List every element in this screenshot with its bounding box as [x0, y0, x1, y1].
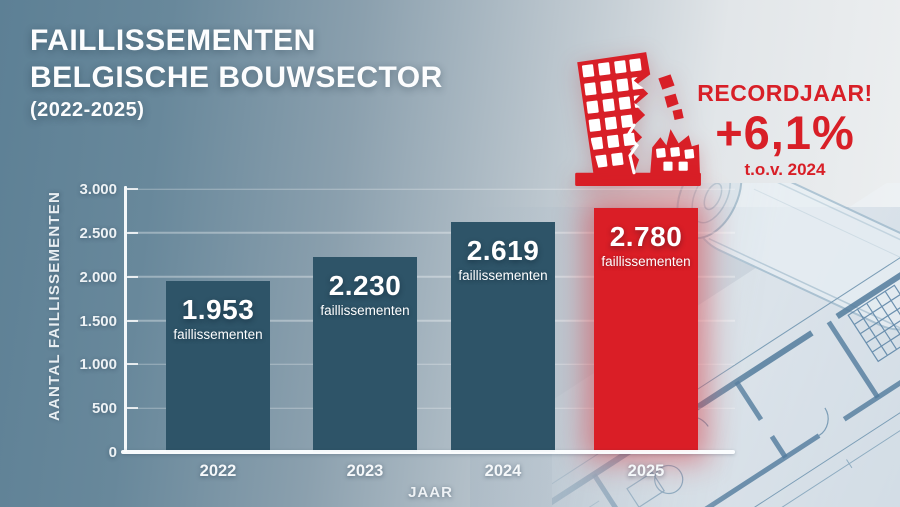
- y-tick-label: 500: [91, 400, 117, 418]
- bar-value-label: 1.953: [181, 293, 255, 325]
- gridline: [128, 407, 735, 409]
- y-tick-label: 3.000: [79, 181, 117, 198]
- x-tick-2024: 2024: [484, 462, 522, 480]
- x-tick-2022: 2022: [199, 462, 237, 480]
- axis-tick: [127, 363, 138, 366]
- axis-tick: [127, 275, 138, 278]
- bar-2022: 1.953 faillissementen: [166, 280, 270, 452]
- y-tick-label: 0: [108, 444, 117, 461]
- axis-tick: [127, 231, 138, 234]
- x-tick-2025: 2025: [627, 462, 665, 480]
- callout-percentage: +6,1%: [715, 106, 855, 159]
- page-title: FAILLISSEMENTEN BELGISCHE BOUWSECTOR (20…: [30, 22, 443, 122]
- collapsing-building-icon: [575, 52, 701, 186]
- gridline: [128, 363, 735, 366]
- plot-area: 1.953 faillissementen 2022 2.230 faillis…: [127, 188, 735, 480]
- y-axis-line: [124, 186, 127, 452]
- callout-heading: RECORDJAAR!: [697, 80, 873, 106]
- axis-tick: [127, 407, 138, 410]
- axis-tick: [127, 188, 138, 190]
- axis-tick: [127, 319, 138, 322]
- bar-sublabel: faillissementen: [173, 326, 263, 342]
- bar-group-2022: 1.953 faillissementen 2022: [166, 189, 270, 480]
- bar-value-label: 2.230: [328, 269, 402, 301]
- bar-2024: 2.619 faillissementen: [451, 222, 555, 452]
- gridline: [128, 319, 735, 322]
- y-tick-label: 2.000: [79, 268, 117, 286]
- bar-group-2025: 2.780 faillissementen 2025: [594, 189, 698, 480]
- blueprint-image: [552, 183, 900, 507]
- bar-2025-highlighted: 2.780 faillissementen: [594, 208, 698, 452]
- gridline: [128, 232, 735, 234]
- bar-value-label: 2.619: [466, 235, 540, 267]
- crack-detail: [626, 123, 639, 175]
- bar-sublabel: faillissementen: [320, 302, 410, 318]
- y-tick-label: 1.500: [79, 312, 117, 330]
- gridline: [128, 188, 735, 190]
- record-callout: RECORDJAAR! +6,1% t.o.v. 2024: [693, 80, 877, 180]
- bar-2023: 2.230 faillissementen: [313, 256, 417, 452]
- bar-value-label: 2.780: [609, 221, 683, 253]
- y-tick-label: 2.500: [79, 224, 117, 242]
- bar-group-2024: 2.619 faillissementen 2024: [451, 189, 555, 480]
- x-tick-2023: 2023: [346, 462, 384, 480]
- x-axis-title: JAAR: [408, 484, 453, 501]
- gridline: [128, 275, 735, 278]
- bar-sublabel: faillissementen: [601, 254, 691, 270]
- y-tick-label: 1.000: [79, 356, 117, 374]
- title-line-1: FAILLISSEMENTEN: [30, 24, 316, 57]
- title-line-2: BELGISCHE BOUWSECTOR: [30, 61, 443, 94]
- x-axis-line: [121, 450, 735, 454]
- callout-subtext: t.o.v. 2024: [744, 159, 826, 179]
- bar-sublabel: faillissementen: [458, 268, 548, 284]
- y-tick-labels: 0 500 1.000 1.500 2.000 2.500 3.000: [0, 181, 117, 461]
- title-line-3: (2022-2025): [30, 99, 145, 121]
- bar-group-2023: 2.230 faillissementen 2023: [313, 189, 417, 480]
